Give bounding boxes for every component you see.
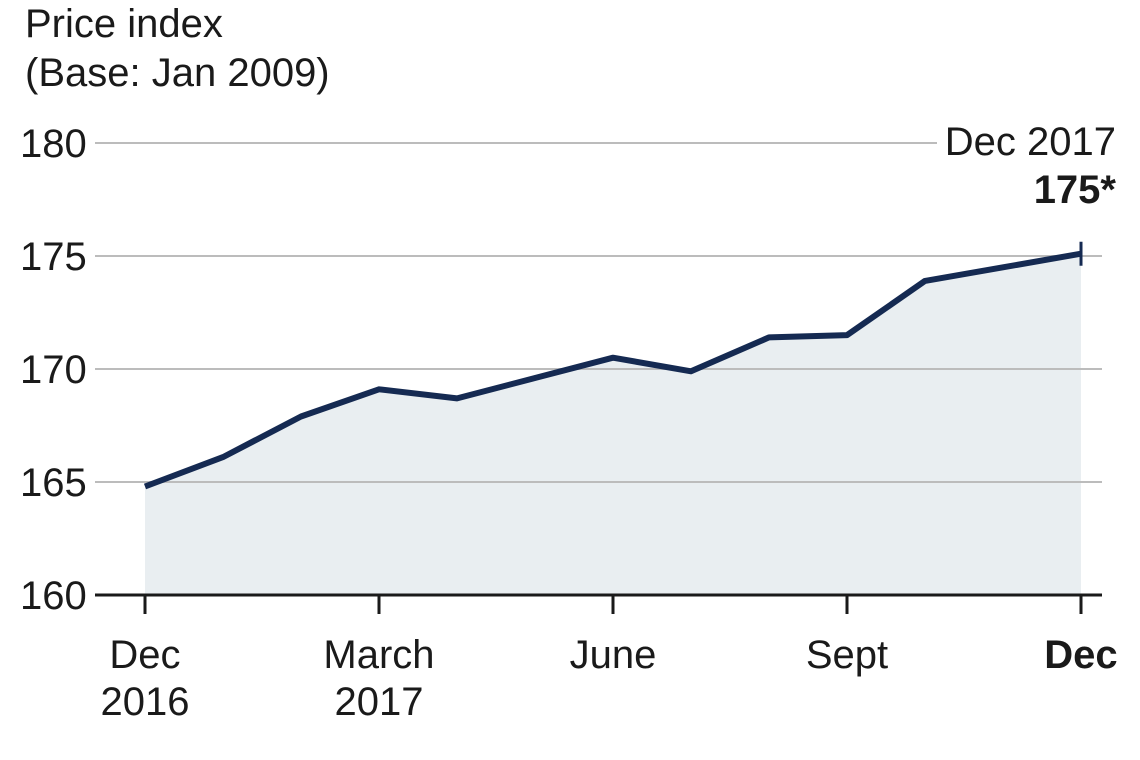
y-tick-label: 175 [20, 235, 87, 279]
price-line [143, 250, 1082, 490]
chart-subtitle: (Base: Jan 2009) [25, 51, 330, 95]
y-tick-label: 180 [20, 122, 87, 166]
annotation-value: 175* [1033, 168, 1116, 212]
x-tick-label: March [323, 633, 434, 677]
chart-header: Price index (Base: Jan 2009) [25, 0, 330, 98]
x-tick-label: Sept [806, 633, 888, 677]
endpoint-annotation: Dec 2017 175* [936, 118, 1116, 214]
x-tick-label: 2017 [335, 680, 424, 724]
x-tick-label: Dec [1044, 633, 1117, 677]
x-tick-label: Dec [109, 633, 180, 677]
chart-title: Price index [25, 2, 223, 46]
y-tick-label: 160 [20, 574, 87, 618]
y-tick-label: 165 [20, 461, 87, 505]
y-tick-label: 170 [20, 348, 87, 392]
annotation-label: Dec 2017 [944, 120, 1116, 164]
x-tick-label: 2016 [101, 680, 190, 724]
area-fill [145, 253, 1081, 595]
x-tick-label: June [570, 633, 657, 677]
